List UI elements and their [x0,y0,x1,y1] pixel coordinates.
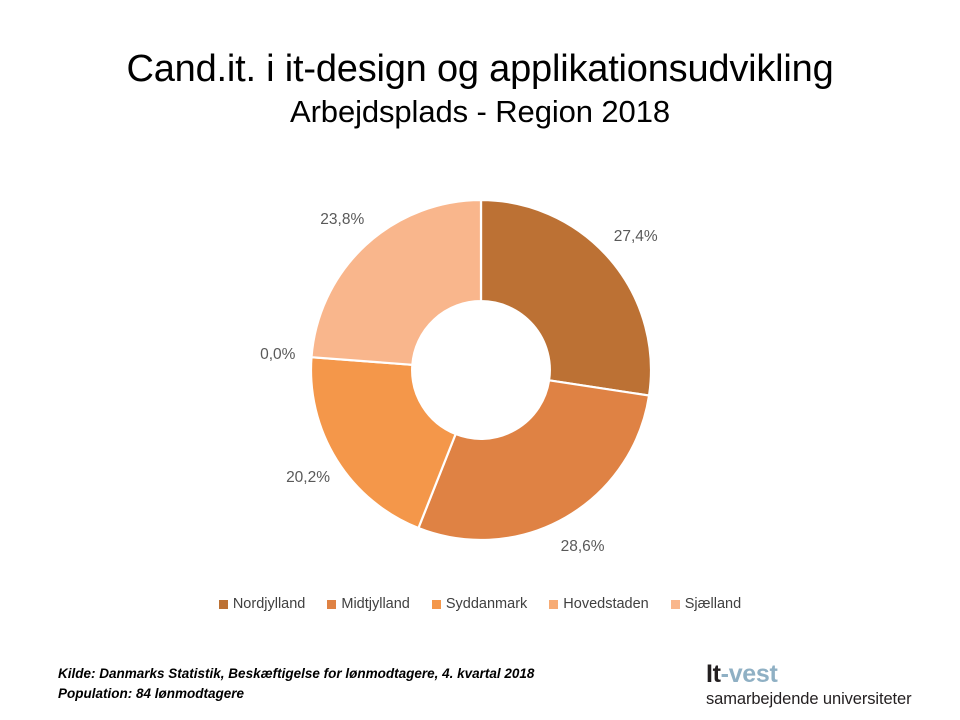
slice-value-label: 23,8% [320,211,365,229]
legend-item[interactable]: Hovedstaden [549,596,649,612]
legend-item[interactable]: Midtjylland [327,596,410,612]
chart-legend: Nordjylland Midtjylland Syddanmark Hovedsta… [0,596,960,612]
chart-title-block: Cand.it. i it-design og applikationsudvi… [0,46,960,132]
donut-chart-svg [309,198,653,542]
legend-swatch-icon [327,599,337,609]
donut-slice [310,198,483,366]
legend-label: Midtjylland [341,596,410,612]
slice-value-label: 20,2% [286,469,331,487]
population-line: Population: 84 lønmodtagere [58,686,245,701]
legend-swatch-icon [218,599,228,609]
legend-swatch-icon [549,599,559,609]
donut-slice-group [309,198,653,542]
page-title: Cand.it. i it-design og applikationsudvi… [126,48,834,90]
logo-word-primary: It [706,660,721,688]
legend-label: Sjælland [684,596,742,612]
legend-swatch-icon [431,599,441,609]
logo-tagline: samarbejdende universiteter [706,690,912,708]
chart-subtitle: Arbejdsplads - Region 2018 [290,94,670,129]
legend-label: Hovedstaden [563,596,649,612]
it-vest-logo: It-vest samarbejdende universiteter [706,660,921,710]
legend-item[interactable]: Nordjylland [218,596,306,612]
legend-item[interactable]: Sjælland [670,596,742,612]
footer-source-note: Kilde: Danmarks Statistik, Beskæftigelse… [58,664,534,704]
legend-label: Syddanmark [445,596,528,612]
legend-label: Nordjylland [232,596,306,612]
logo-wordmark: It-vest [706,660,921,688]
donut-chart: 27,4% 28,6% 20,2% 0,0% 23,8% [0,160,960,590]
donut-slice [479,198,653,397]
legend-swatch-icon [670,599,680,609]
slice-value-label: 27,4% [613,228,658,246]
donut-slice [416,379,651,542]
logo-word-secondary: -vest [720,660,778,688]
slice-value-label: 28,6% [560,537,605,555]
donut-slice [309,356,458,530]
source-line: Kilde: Danmarks Statistik, Beskæftigelse… [58,666,535,681]
slice-value-label: 0,0% [260,345,296,363]
legend-item[interactable]: Syddanmark [431,596,528,612]
